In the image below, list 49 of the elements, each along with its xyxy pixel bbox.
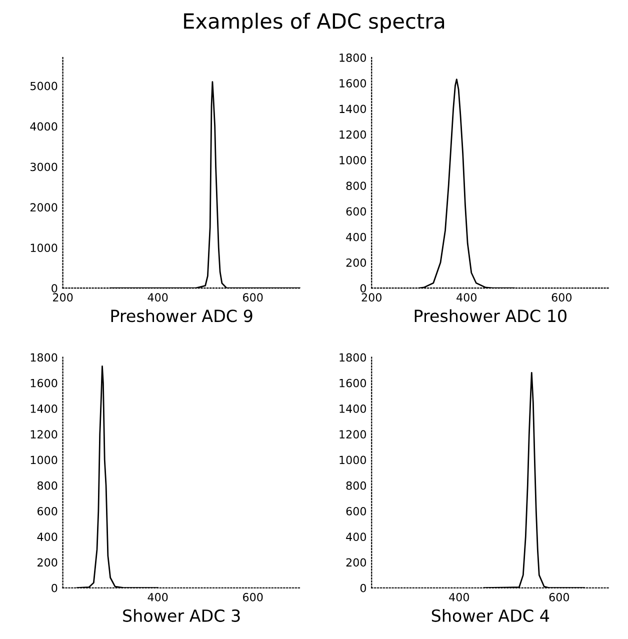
y-tick-label: 1000 (30, 244, 58, 252)
y-tick-label: 1600 (340, 378, 366, 388)
y-tick-label: 3000 (30, 162, 58, 172)
y-tick-label: 800 (37, 481, 58, 490)
x-tick-label: 400 (148, 592, 168, 602)
y-tick-label: 400 (346, 532, 366, 542)
y-tick-label: 400 (346, 232, 366, 242)
y-tick-label: 1600 (30, 378, 58, 388)
x-tick-label: 400 (456, 293, 476, 302)
x-axis-title: Shower ADC 3 (123, 609, 240, 622)
y-tick-label: 200 (38, 558, 58, 567)
y-tick-label: 600 (346, 207, 366, 216)
y-tick-label: 800 (346, 182, 366, 190)
y-tick-label: 2000 (30, 203, 58, 212)
y-tick-label: 400 (37, 532, 58, 542)
y-tick-label: 1800 (340, 53, 366, 62)
y-tick-label: 1400 (30, 404, 58, 413)
y-tick-label: 1200 (340, 430, 366, 439)
y-tick-label: 200 (346, 258, 366, 267)
x-axis-title: Preshower ADC 10 (414, 309, 566, 322)
y-tick-label: 1200 (340, 130, 366, 139)
y-tick-label: 1000 (340, 156, 366, 164)
y-tick-label: 1000 (30, 456, 58, 464)
x-tick-label: 600 (243, 592, 263, 602)
y-tick-label: 1800 (30, 353, 58, 362)
x-tick-label: 600 (243, 293, 263, 302)
y-tick-label: 1600 (340, 79, 366, 88)
y-tick-label: 600 (38, 506, 58, 516)
y-tick-label: 800 (346, 481, 366, 490)
chart-title: Examples of ADC spectra (184, 12, 444, 33)
y-tick-label: 600 (346, 506, 366, 516)
y-tick-label: 0 (360, 284, 366, 292)
x-axis-title: Preshower ADC 9 (111, 309, 252, 322)
x-tick-label: 600 (549, 592, 570, 602)
y-tick-label: 0 (52, 284, 58, 292)
y-tick-label: 4000 (30, 122, 58, 131)
y-tick-label: 1800 (340, 353, 366, 362)
y-tick-label: 1000 (340, 456, 366, 464)
y-tick-label: 0 (360, 584, 366, 592)
y-tick-label: 1400 (340, 104, 366, 114)
y-tick-label: 0 (52, 584, 58, 592)
y-tick-label: 1200 (30, 430, 58, 439)
x-axis-title: Shower ADC 4 (432, 609, 550, 622)
y-tick-label: 200 (346, 558, 366, 567)
x-tick-label: 600 (552, 293, 572, 302)
y-tick-label: 1400 (340, 404, 366, 413)
y-tick-label: 5000 (30, 82, 58, 90)
x-tick-label: 400 (449, 592, 469, 602)
x-tick-label: 400 (148, 293, 168, 302)
